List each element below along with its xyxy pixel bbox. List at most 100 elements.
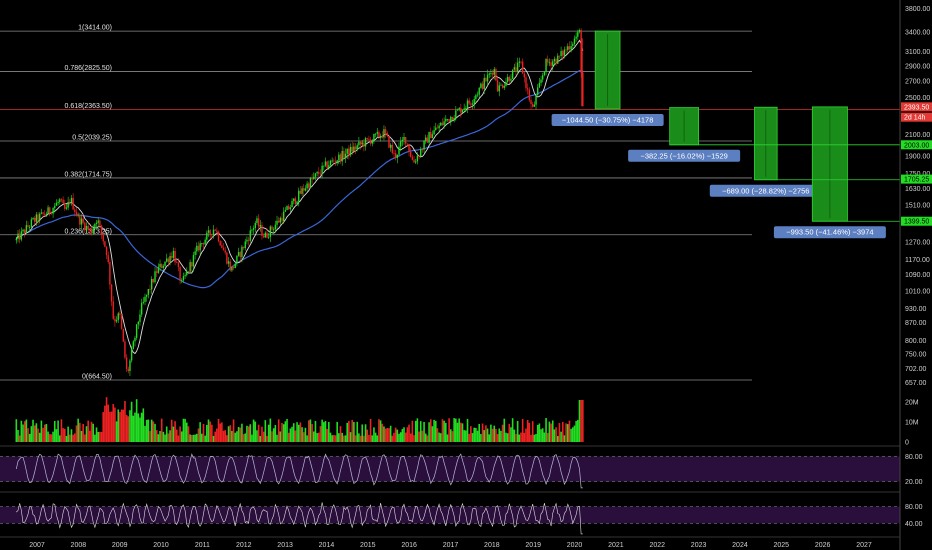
candle: [20, 231, 23, 240]
candle: [318, 171, 320, 174]
volume-bar: [563, 435, 566, 442]
candle: [480, 83, 482, 88]
volume-bar: [471, 433, 474, 442]
candle: [272, 229, 275, 231]
volume-bar: [455, 418, 457, 442]
volume-bar: [496, 434, 499, 442]
candle: [147, 289, 150, 295]
volume-bar: [185, 422, 188, 442]
volume-bar: [37, 428, 39, 442]
year-tick-label: 2015: [360, 542, 376, 549]
candle: [547, 59, 549, 63]
volume-bar: [516, 420, 519, 442]
year-tick-label: 2025: [774, 542, 790, 549]
candle: [578, 30, 581, 33]
volume-bar: [399, 432, 402, 442]
candle: [105, 246, 108, 256]
measurement-tools[interactable]: −1044.50 (−30.75%) −4178 −382.25 (−16.02%…: [551, 30, 900, 239]
candle: [44, 213, 46, 215]
year-tick-label: 2009: [112, 542, 128, 549]
volume-bar: [292, 423, 295, 442]
volume-bar: [493, 425, 496, 442]
volume-bar: [503, 418, 506, 442]
candle: [162, 265, 165, 268]
volume-tick-label: 10M: [905, 420, 919, 427]
candle: [84, 222, 86, 231]
measure-label: −689.00 (−28.82%) −2756: [722, 186, 809, 195]
candle: [161, 264, 163, 268]
candle: [212, 229, 215, 236]
candle: [470, 103, 472, 105]
volume-bar: [351, 419, 354, 442]
candle: [124, 341, 126, 358]
candle: [277, 220, 280, 223]
volume-bar: [221, 422, 223, 442]
candle: [294, 198, 297, 205]
candle: [267, 236, 270, 238]
volume-bar: [147, 419, 150, 442]
measure-label-box: [551, 113, 664, 126]
volume-bar: [386, 428, 389, 442]
candle: [304, 188, 307, 191]
volume-bar: [431, 426, 434, 442]
candle: [35, 214, 38, 222]
candle: [224, 250, 226, 253]
candle: [431, 134, 434, 139]
candle: [249, 230, 251, 241]
candle: [55, 202, 58, 206]
volume-bar: [363, 435, 365, 442]
volume-bar: [500, 430, 502, 442]
volume-bar: [296, 422, 298, 442]
time-axis[interactable]: 2007 2008 2009 2010 2011 2012 2013 2014 2015 2016…: [0, 536, 900, 549]
year-tick-label: 2026: [815, 542, 831, 549]
volume-bar: [505, 432, 507, 442]
candle: [145, 294, 148, 297]
volume-bar: [373, 427, 375, 442]
year-tick-label: 2014: [319, 542, 335, 549]
volume-bar: [130, 401, 133, 442]
volume-bar: [42, 427, 44, 442]
candle: [540, 79, 542, 83]
price-tick-label: 1510.00: [905, 203, 930, 210]
candle: [54, 205, 56, 209]
candle: [558, 55, 561, 57]
candle: [528, 89, 531, 101]
volume-bar: [284, 421, 287, 442]
candle: [473, 99, 475, 104]
candle: [399, 141, 402, 147]
volume-bar: [262, 431, 265, 442]
candle: [154, 271, 156, 283]
volume-bar: [52, 431, 54, 442]
candle: [269, 226, 272, 237]
candle: [358, 141, 360, 146]
volume-bar: [568, 420, 571, 442]
volume-bar: [99, 431, 101, 442]
candle: [334, 161, 337, 163]
candle: [134, 337, 136, 342]
volume-bar: [309, 419, 312, 442]
volume-bar: [368, 434, 370, 442]
volume-bar: [379, 420, 382, 442]
candle: [582, 72, 584, 107]
candle: [17, 233, 19, 239]
candle: [344, 153, 347, 158]
volume-bar: [142, 408, 145, 442]
volume-bar: [570, 428, 572, 442]
volume-bar: [33, 425, 36, 442]
volume-bar: [483, 430, 486, 442]
volume-bar: [491, 428, 494, 442]
candle: [314, 173, 317, 177]
volume-bar: [465, 430, 467, 442]
price-axis[interactable]: 657.00 702.00 750.00 800.00 870.00 930.00 1010…: [899, 0, 932, 550]
oscillator-backgrounds: [0, 445, 900, 524]
volume-bar: [329, 432, 332, 442]
candle: [286, 206, 288, 211]
volume-bar: [227, 426, 230, 442]
volume-bar: [389, 425, 392, 442]
volume-bar: [498, 428, 501, 442]
volume-bar: [222, 430, 225, 442]
volume-bar: [159, 431, 161, 442]
volume-bar: [244, 433, 247, 442]
volume-bar: [428, 422, 430, 442]
year-tick-label: 2024: [732, 542, 748, 549]
